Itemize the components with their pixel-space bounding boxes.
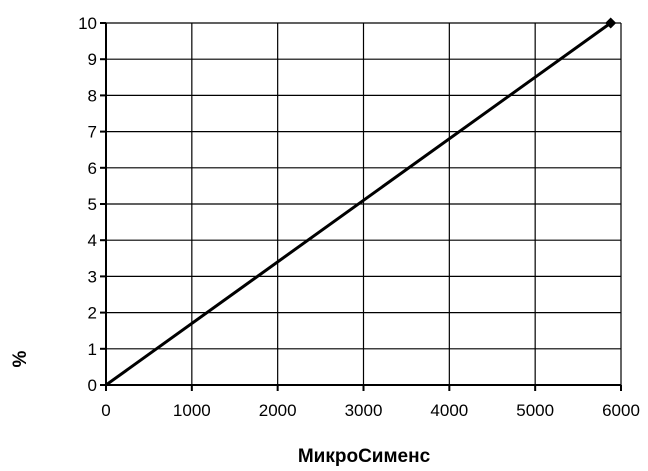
x-tick-label-3: 3000 — [345, 401, 383, 420]
axes — [100, 22, 622, 391]
y-tick-label-2: 2 — [88, 304, 97, 323]
y-tick-label-7: 7 — [88, 123, 97, 142]
y-tick-label-6: 6 — [88, 159, 97, 178]
x-tick-label-2: 2000 — [259, 401, 297, 420]
y-tick-label-9: 9 — [88, 50, 97, 69]
y-tick-label-5: 5 — [88, 195, 97, 214]
y-tick-label-4: 4 — [88, 231, 97, 250]
grid — [105, 22, 622, 386]
y-tick-label-10: 10 — [78, 14, 97, 33]
x-tick-label-6: 6000 — [602, 401, 640, 420]
series-line-0 — [105, 21, 612, 387]
y-tick-label-3: 3 — [88, 267, 97, 286]
x-tick-label-0: 0 — [101, 401, 110, 420]
y-tick-label-0: 0 — [88, 376, 97, 395]
x-tick-label-1: 1000 — [173, 401, 211, 420]
x-tick-label-4: 4000 — [430, 401, 468, 420]
tick-labels: 0 1 2 3 4 5 6 7 8 9 10 0 1000 2000 3000 4000 5000 6000 — [78, 14, 640, 420]
y-axis-title: % — [10, 350, 31, 367]
series-group — [105, 17, 617, 387]
x-axis-title: МикроСименс — [298, 446, 431, 467]
x-tick-label-5: 5000 — [516, 401, 554, 420]
y-tick-label-8: 8 — [88, 86, 97, 105]
y-tick-label-1: 1 — [88, 340, 97, 359]
data-point-0-1 — [605, 17, 617, 29]
